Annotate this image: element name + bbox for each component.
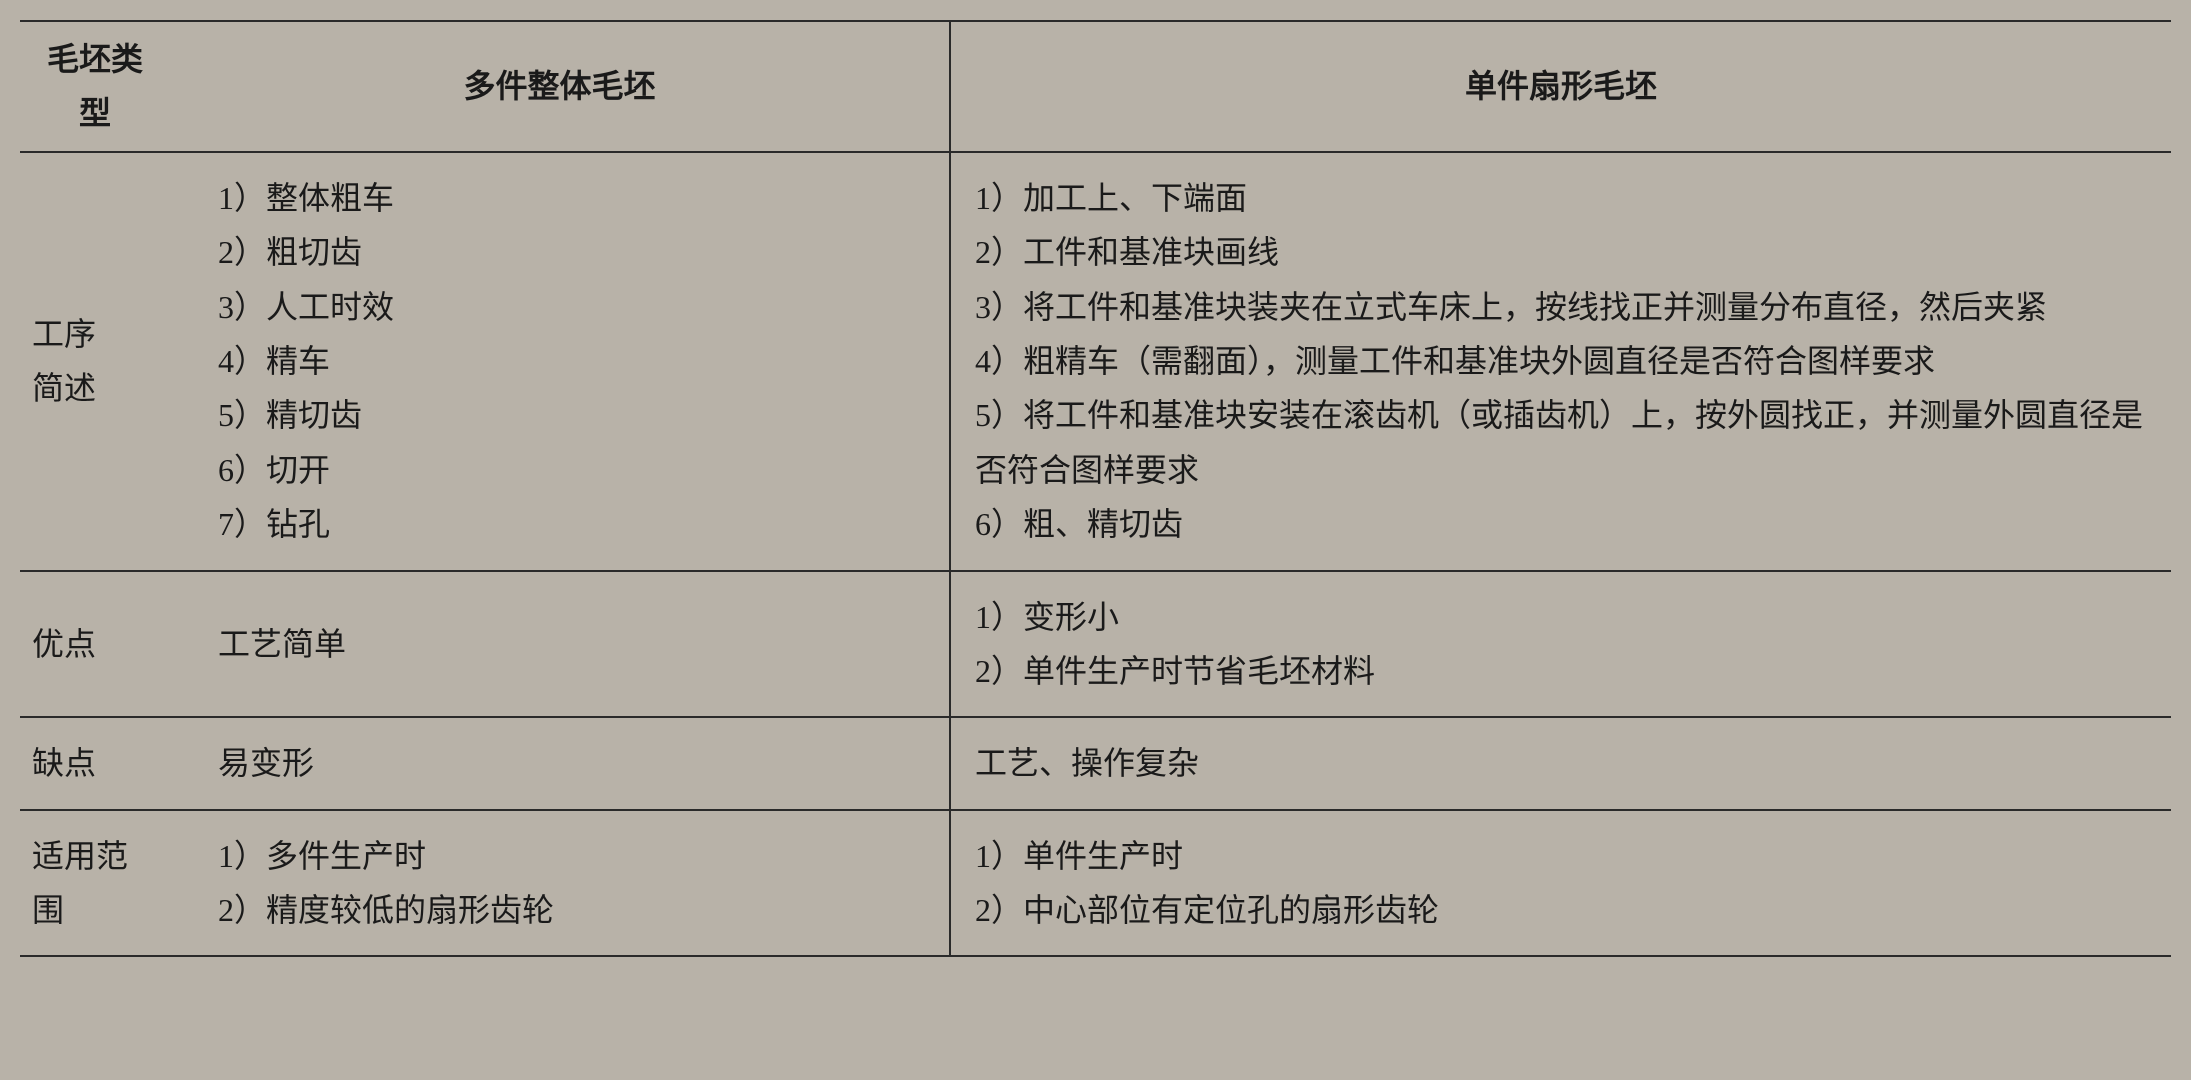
process-left-item: 1）整体粗车 bbox=[194, 171, 925, 225]
cell-advantage-left: 工艺简单 bbox=[170, 571, 950, 718]
label-process: 工序 简述 bbox=[20, 152, 170, 571]
header-blank-type: 毛坯类型 bbox=[20, 21, 170, 152]
process-right-item: 3）将工件和基准块装夹在立式车床上，按线找正并测量分布直径，然后夹紧 bbox=[975, 280, 2147, 334]
header-multi-piece: 多件整体毛坯 bbox=[170, 21, 950, 152]
header-single-piece: 单件扇形毛坯 bbox=[950, 21, 2171, 152]
cell-scope-left: 1）多件生产时 2）精度较低的扇形齿轮 bbox=[170, 810, 950, 957]
disadvantage-left-text: 易变形 bbox=[194, 736, 925, 790]
cell-disadvantage-right: 工艺、操作复杂 bbox=[950, 717, 2171, 809]
label-advantage: 优点 bbox=[20, 571, 170, 718]
process-left-item: 2）粗切齿 bbox=[194, 225, 925, 279]
scope-left-item: 1）多件生产时 bbox=[194, 829, 925, 883]
cell-advantage-right: 1）变形小 2）单件生产时节省毛坯材料 bbox=[950, 571, 2171, 718]
comparison-table: 毛坯类型 多件整体毛坯 单件扇形毛坯 工序 简述 1）整体粗车 2）粗切齿 3）… bbox=[20, 20, 2171, 957]
advantage-right-item: 2）单件生产时节省毛坯材料 bbox=[975, 644, 2147, 698]
process-left-item: 5）精切齿 bbox=[194, 388, 925, 442]
label-disadvantage: 缺点 bbox=[20, 717, 170, 809]
cell-process-left: 1）整体粗车 2）粗切齿 3）人工时效 4）精车 5）精切齿 6）切开 7）钻孔 bbox=[170, 152, 950, 571]
process-right-item: 5）将工件和基准块安装在滚齿机（或插齿机）上，按外圆找正，并测量外圆直径是否符合… bbox=[975, 388, 2147, 497]
cell-scope-right: 1）单件生产时 2）中心部位有定位孔的扇形齿轮 bbox=[950, 810, 2171, 957]
scope-right-item: 1）单件生产时 bbox=[975, 829, 2147, 883]
scope-left-item: 2）精度较低的扇形齿轮 bbox=[194, 883, 925, 937]
process-left-item: 6）切开 bbox=[194, 443, 925, 497]
disadvantage-right-text: 工艺、操作复杂 bbox=[975, 736, 2147, 790]
row-process: 工序 简述 1）整体粗车 2）粗切齿 3）人工时效 4）精车 5）精切齿 6）切… bbox=[20, 152, 2171, 571]
header-row: 毛坯类型 多件整体毛坯 单件扇形毛坯 bbox=[20, 21, 2171, 152]
cell-process-right: 1）加工上、下端面 2）工件和基准块画线 3）将工件和基准块装夹在立式车床上，按… bbox=[950, 152, 2171, 571]
row-disadvantage: 缺点 易变形 工艺、操作复杂 bbox=[20, 717, 2171, 809]
process-left-item: 3）人工时效 bbox=[194, 280, 925, 334]
scope-right-item: 2）中心部位有定位孔的扇形齿轮 bbox=[975, 883, 2147, 937]
advantage-right-item: 1）变形小 bbox=[975, 590, 2147, 644]
cell-disadvantage-left: 易变形 bbox=[170, 717, 950, 809]
row-advantage: 优点 工艺简单 1）变形小 2）单件生产时节省毛坯材料 bbox=[20, 571, 2171, 718]
advantage-left-text: 工艺简单 bbox=[194, 617, 925, 671]
process-right-item: 1）加工上、下端面 bbox=[975, 171, 2147, 225]
row-scope: 适用范围 1）多件生产时 2）精度较低的扇形齿轮 1）单件生产时 2）中心部位有… bbox=[20, 810, 2171, 957]
process-left-item: 4）精车 bbox=[194, 334, 925, 388]
label-scope: 适用范围 bbox=[20, 810, 170, 957]
process-right-item: 6）粗、精切齿 bbox=[975, 497, 2147, 551]
process-right-item: 2）工件和基准块画线 bbox=[975, 225, 2147, 279]
process-right-item: 4）粗精车（需翻面），测量工件和基准块外圆直径是否符合图样要求 bbox=[975, 334, 2147, 388]
process-left-item: 7）钻孔 bbox=[194, 497, 925, 551]
